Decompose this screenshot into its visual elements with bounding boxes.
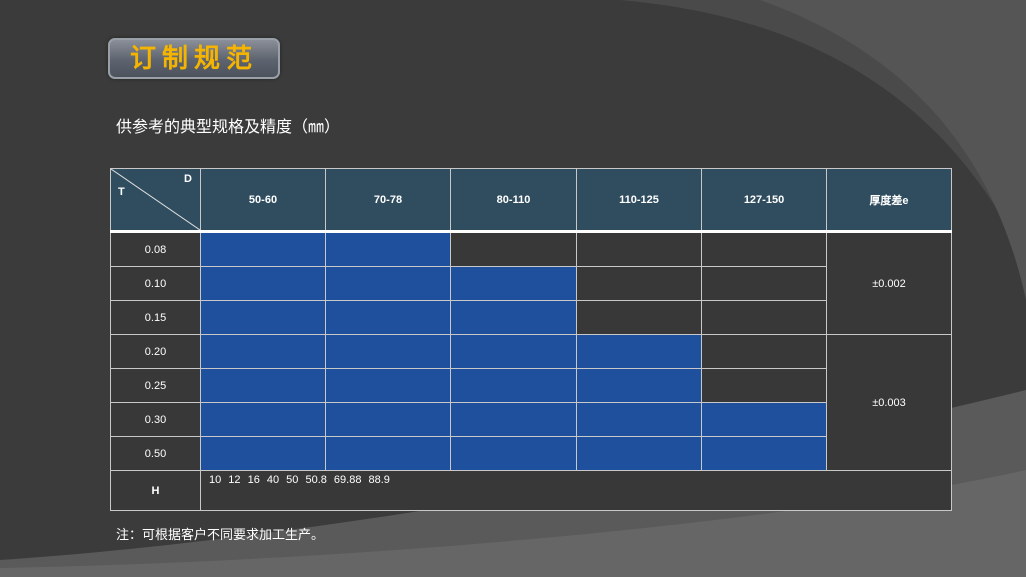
available-cell <box>200 368 326 403</box>
empty-cell <box>701 368 827 403</box>
available-cell <box>325 300 451 335</box>
column-header: 110-125 <box>576 168 702 232</box>
corner-col-label: D <box>184 173 192 185</box>
subtitle: 供参考的典型规格及精度（㎜） <box>116 117 341 136</box>
title-badge: 订制规范 <box>108 38 280 79</box>
tolerance-header: 厚度差e <box>826 168 952 232</box>
table-row: 0.08 ±0.002 <box>110 231 952 335</box>
tolerance-cell: ±0.003 <box>826 334 952 471</box>
h-row: H 10 12 16 40 50 50.8 69.88 88.9 <box>110 470 952 511</box>
available-cell <box>325 266 451 301</box>
available-cell <box>450 300 577 335</box>
empty-cell <box>701 266 827 301</box>
empty-cell <box>701 231 827 267</box>
empty-cell <box>576 266 702 301</box>
empty-cell <box>450 231 577 267</box>
available-cell <box>200 300 326 335</box>
available-cell <box>450 436 577 471</box>
available-cell <box>576 368 702 403</box>
available-cell <box>325 402 451 437</box>
footnote: 注：可根据客户不同要求加工生产。 <box>116 528 325 543</box>
empty-cell <box>701 334 827 369</box>
available-cell <box>200 266 326 301</box>
corner-row-label: T <box>118 186 125 198</box>
column-header: 127-150 <box>701 168 827 232</box>
thickness-cell: 0.50 <box>110 436 201 471</box>
available-cell <box>450 402 577 437</box>
spec-table: D T 50-60 70-78 80-110 110-125 127-150 厚度差e 0… <box>110 168 952 511</box>
thickness-cell: 0.20 <box>110 334 201 369</box>
available-cell <box>200 231 326 267</box>
table-row: 0.30 <box>110 402 952 437</box>
thickness-cell: 0.10 <box>110 266 201 301</box>
column-header: 50-60 <box>200 168 326 232</box>
empty-cell <box>576 231 702 267</box>
empty-cell <box>576 300 702 335</box>
h-values: 10 12 16 40 50 50.8 69.88 88.9 <box>200 470 952 511</box>
available-cell <box>450 334 577 369</box>
column-header: 80-110 <box>450 168 577 232</box>
empty-cell <box>701 300 827 335</box>
available-cell <box>325 436 451 471</box>
table-row: 0.25 <box>110 368 952 403</box>
thickness-cell: 0.08 <box>110 231 201 267</box>
available-cell <box>200 334 326 369</box>
table-row: 0.10 <box>110 266 952 301</box>
available-cell <box>576 334 702 369</box>
thickness-cell: 0.15 <box>110 300 201 335</box>
available-cell <box>450 266 577 301</box>
available-cell <box>325 334 451 369</box>
thickness-cell: 0.25 <box>110 368 201 403</box>
diagonal-line <box>111 169 200 230</box>
available-cell <box>450 368 577 403</box>
h-label: H <box>110 470 201 511</box>
table-row: 0.20 ±0.003 <box>110 334 952 471</box>
available-cell <box>576 436 702 471</box>
available-cell <box>576 402 702 437</box>
table-row: 0.15 <box>110 300 952 335</box>
available-cell <box>200 402 326 437</box>
corner-cell: D T <box>110 168 201 232</box>
available-cell <box>701 436 827 471</box>
available-cell <box>325 231 451 267</box>
available-cell <box>325 368 451 403</box>
available-cell <box>200 436 326 471</box>
thickness-cell: 0.30 <box>110 402 201 437</box>
available-cell <box>701 402 827 437</box>
table-row: 0.50 <box>110 436 952 471</box>
tolerance-cell: ±0.002 <box>826 231 952 335</box>
column-header: 70-78 <box>325 168 451 232</box>
